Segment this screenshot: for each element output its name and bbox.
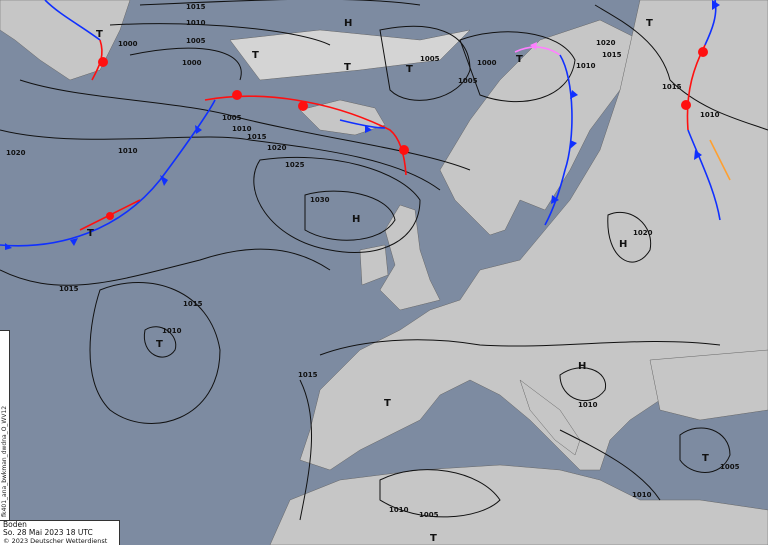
isobar-label: 1015 xyxy=(183,300,203,308)
isobar-label: 1005 xyxy=(720,463,740,471)
isobar-label: 1010 xyxy=(578,401,598,409)
isobar-label: 1010 xyxy=(632,491,652,499)
isobar-label: 1015 xyxy=(662,83,682,91)
low-center: T xyxy=(96,29,103,40)
isobar-label: 1020 xyxy=(267,144,287,152)
isobar-label: 1005 xyxy=(419,511,439,519)
low-center: T xyxy=(702,453,709,464)
isobar-label: 1015 xyxy=(298,371,318,379)
isobar-label: 1015 xyxy=(247,133,267,141)
low-center: T xyxy=(384,398,391,409)
isobar-label: 1020 xyxy=(633,229,653,237)
high-center: H xyxy=(578,361,586,372)
north-africa xyxy=(269,464,768,545)
isobar-label: 1010 xyxy=(576,62,596,70)
low-center: T xyxy=(87,228,94,239)
british-isles xyxy=(379,204,441,311)
cold-front xyxy=(544,54,573,226)
fronts xyxy=(0,0,731,247)
cold-front xyxy=(339,119,386,129)
isobar-label: 1020 xyxy=(6,149,26,157)
continent xyxy=(299,0,768,471)
iceland xyxy=(299,99,386,136)
isobar-label: 1010 xyxy=(700,111,720,119)
turkey xyxy=(649,349,768,421)
product-id-strip: fk401_ana_bwkman_dwdna_O_WV12 xyxy=(0,330,10,521)
cold-front xyxy=(687,129,721,221)
low-center: T xyxy=(156,339,163,350)
isobar-label: 1000 xyxy=(477,59,497,67)
cold-front xyxy=(44,0,101,41)
low-center: T xyxy=(406,64,413,75)
svalbard-region xyxy=(229,29,471,81)
isobar-label: 1010 xyxy=(186,19,206,27)
high-center: H xyxy=(352,214,360,225)
isobar-label: 1010 xyxy=(389,506,409,514)
low-center: T xyxy=(344,62,351,73)
isobar-label: 1000 xyxy=(118,40,138,48)
isobar-label: 1005 xyxy=(458,77,478,85)
isobar-label: 1015 xyxy=(602,51,622,59)
legend-datetime: So. 28 Mai 2023 18 UTC xyxy=(3,528,93,537)
low-center: T xyxy=(252,50,259,61)
scandinavia xyxy=(439,19,641,236)
legend-title: Boden xyxy=(3,520,27,529)
italy xyxy=(519,379,581,456)
isobar-label: 1005 xyxy=(186,37,206,45)
pressure-labels: 1015 1010 1005 1000 1000 1005 1010 1015 … xyxy=(6,3,740,519)
greenland xyxy=(0,0,131,81)
isobar-label: 1015 xyxy=(59,285,79,293)
low-center: T xyxy=(516,54,523,65)
product-id: fk401_ana_bwkman_dwdna_O_WV12 xyxy=(1,405,8,517)
isobar-label: 1010 xyxy=(118,147,138,155)
ireland xyxy=(359,244,389,286)
isobar-label: 1025 xyxy=(285,161,305,169)
trough xyxy=(709,139,731,181)
isobar-label: 1005 xyxy=(222,114,242,122)
isobar-label: 1010 xyxy=(162,327,182,335)
low-center: T xyxy=(430,533,437,544)
front-symbols xyxy=(5,0,720,250)
isobar-label: 1020 xyxy=(596,39,616,47)
occlusion xyxy=(514,46,561,56)
map-legend: Boden So. 28 Mai 2023 18 UTC © 2023 Deut… xyxy=(0,520,120,545)
isobar-label: 1030 xyxy=(310,196,330,204)
isobar-label: 1015 xyxy=(186,3,206,11)
isobar-label: 1000 xyxy=(182,59,202,67)
low-center: T xyxy=(646,18,653,29)
legend-copyright: © 2023 Deutscher Wetterdienst xyxy=(3,537,108,545)
high-center: H xyxy=(344,18,352,29)
isobar-label: 1010 xyxy=(232,125,252,133)
pressure-centers: H T T T T H T T T T H H T T T xyxy=(87,18,709,544)
isobars xyxy=(0,0,768,521)
isobar-label: 1005 xyxy=(420,55,440,63)
cold-front xyxy=(0,99,216,247)
high-center: H xyxy=(619,239,627,250)
